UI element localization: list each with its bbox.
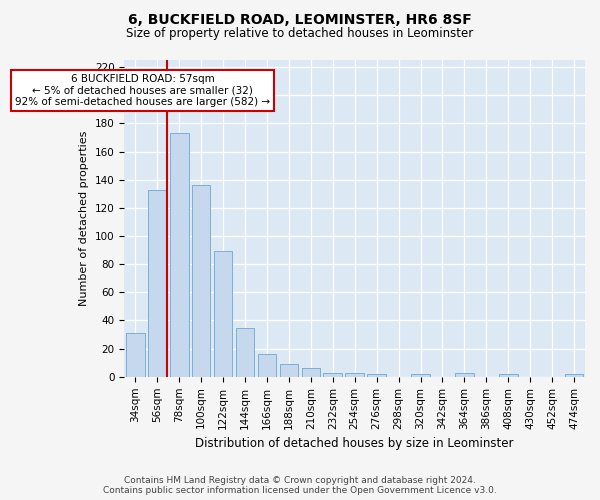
Bar	[411, 374, 430, 377]
Bar	[170, 133, 188, 377]
Bar	[192, 186, 211, 377]
Bar	[455, 372, 473, 377]
Bar	[346, 372, 364, 377]
Text: Contains HM Land Registry data © Crown copyright and database right 2024.
Contai: Contains HM Land Registry data © Crown c…	[103, 476, 497, 495]
Bar	[148, 190, 167, 377]
Bar	[302, 368, 320, 377]
Bar	[280, 364, 298, 377]
X-axis label: Distribution of detached houses by size in Leominster: Distribution of detached houses by size …	[196, 437, 514, 450]
Bar	[214, 252, 232, 377]
Bar	[367, 374, 386, 377]
Bar	[499, 374, 518, 377]
Bar	[236, 328, 254, 377]
Text: Size of property relative to detached houses in Leominster: Size of property relative to detached ho…	[127, 28, 473, 40]
Bar	[257, 354, 276, 377]
Bar	[323, 372, 342, 377]
Text: 6, BUCKFIELD ROAD, LEOMINSTER, HR6 8SF: 6, BUCKFIELD ROAD, LEOMINSTER, HR6 8SF	[128, 12, 472, 26]
Text: 6 BUCKFIELD ROAD: 57sqm
← 5% of detached houses are smaller (32)
92% of semi-det: 6 BUCKFIELD ROAD: 57sqm ← 5% of detached…	[15, 74, 270, 108]
Bar	[126, 333, 145, 377]
Y-axis label: Number of detached properties: Number of detached properties	[79, 130, 89, 306]
Bar	[565, 374, 583, 377]
